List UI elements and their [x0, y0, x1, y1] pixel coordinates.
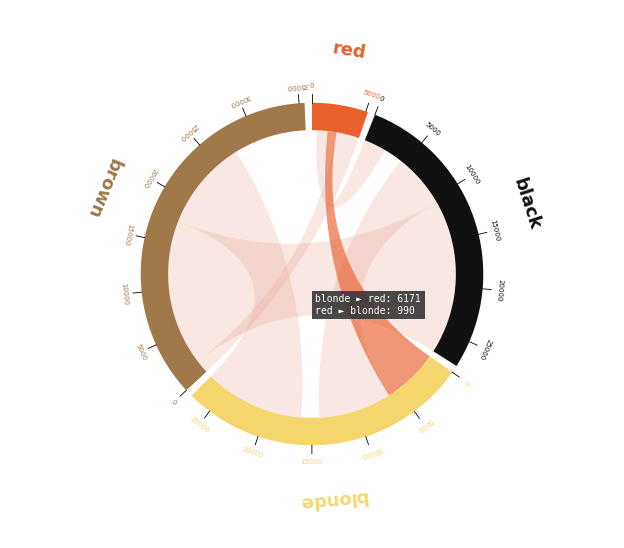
- Polygon shape: [325, 131, 430, 396]
- Text: 25000: 25000: [188, 416, 210, 434]
- Polygon shape: [192, 356, 452, 445]
- Text: 5000: 5000: [416, 418, 434, 433]
- Polygon shape: [141, 103, 306, 390]
- Text: black: black: [510, 176, 544, 232]
- Text: 0: 0: [378, 95, 384, 102]
- Polygon shape: [168, 202, 456, 361]
- Text: blonde: blonde: [297, 487, 368, 511]
- Text: 15000: 15000: [122, 222, 134, 246]
- Text: blonde ► red: 6171
red ► blonde: 990: blonde ► red: 6171 red ► blonde: 990: [315, 294, 421, 316]
- Text: 10000: 10000: [359, 447, 383, 459]
- Polygon shape: [316, 130, 386, 208]
- Polygon shape: [319, 161, 437, 418]
- Text: 5000: 5000: [134, 342, 147, 361]
- Text: 0: 0: [310, 83, 314, 89]
- Polygon shape: [365, 115, 483, 366]
- Text: 0: 0: [462, 379, 470, 386]
- Text: 25000: 25000: [478, 337, 492, 360]
- Text: brown: brown: [82, 155, 124, 221]
- Polygon shape: [178, 152, 303, 418]
- Polygon shape: [198, 132, 359, 372]
- Text: 20000: 20000: [241, 447, 264, 459]
- Text: 10000: 10000: [120, 282, 129, 305]
- Text: 5000: 5000: [362, 89, 381, 101]
- Text: 5000: 5000: [424, 122, 442, 138]
- Text: 15000: 15000: [301, 459, 323, 465]
- Text: 0: 0: [170, 398, 177, 406]
- Polygon shape: [312, 103, 368, 138]
- Text: 20000: 20000: [495, 279, 504, 301]
- Text: 20000: 20000: [142, 167, 158, 189]
- Text: red: red: [331, 39, 368, 62]
- Text: 25000: 25000: [178, 122, 198, 141]
- Text: 10000: 10000: [464, 164, 480, 186]
- Text: 35000: 35000: [286, 82, 309, 90]
- Text: 30000: 30000: [228, 93, 251, 107]
- Text: 15000: 15000: [490, 219, 500, 242]
